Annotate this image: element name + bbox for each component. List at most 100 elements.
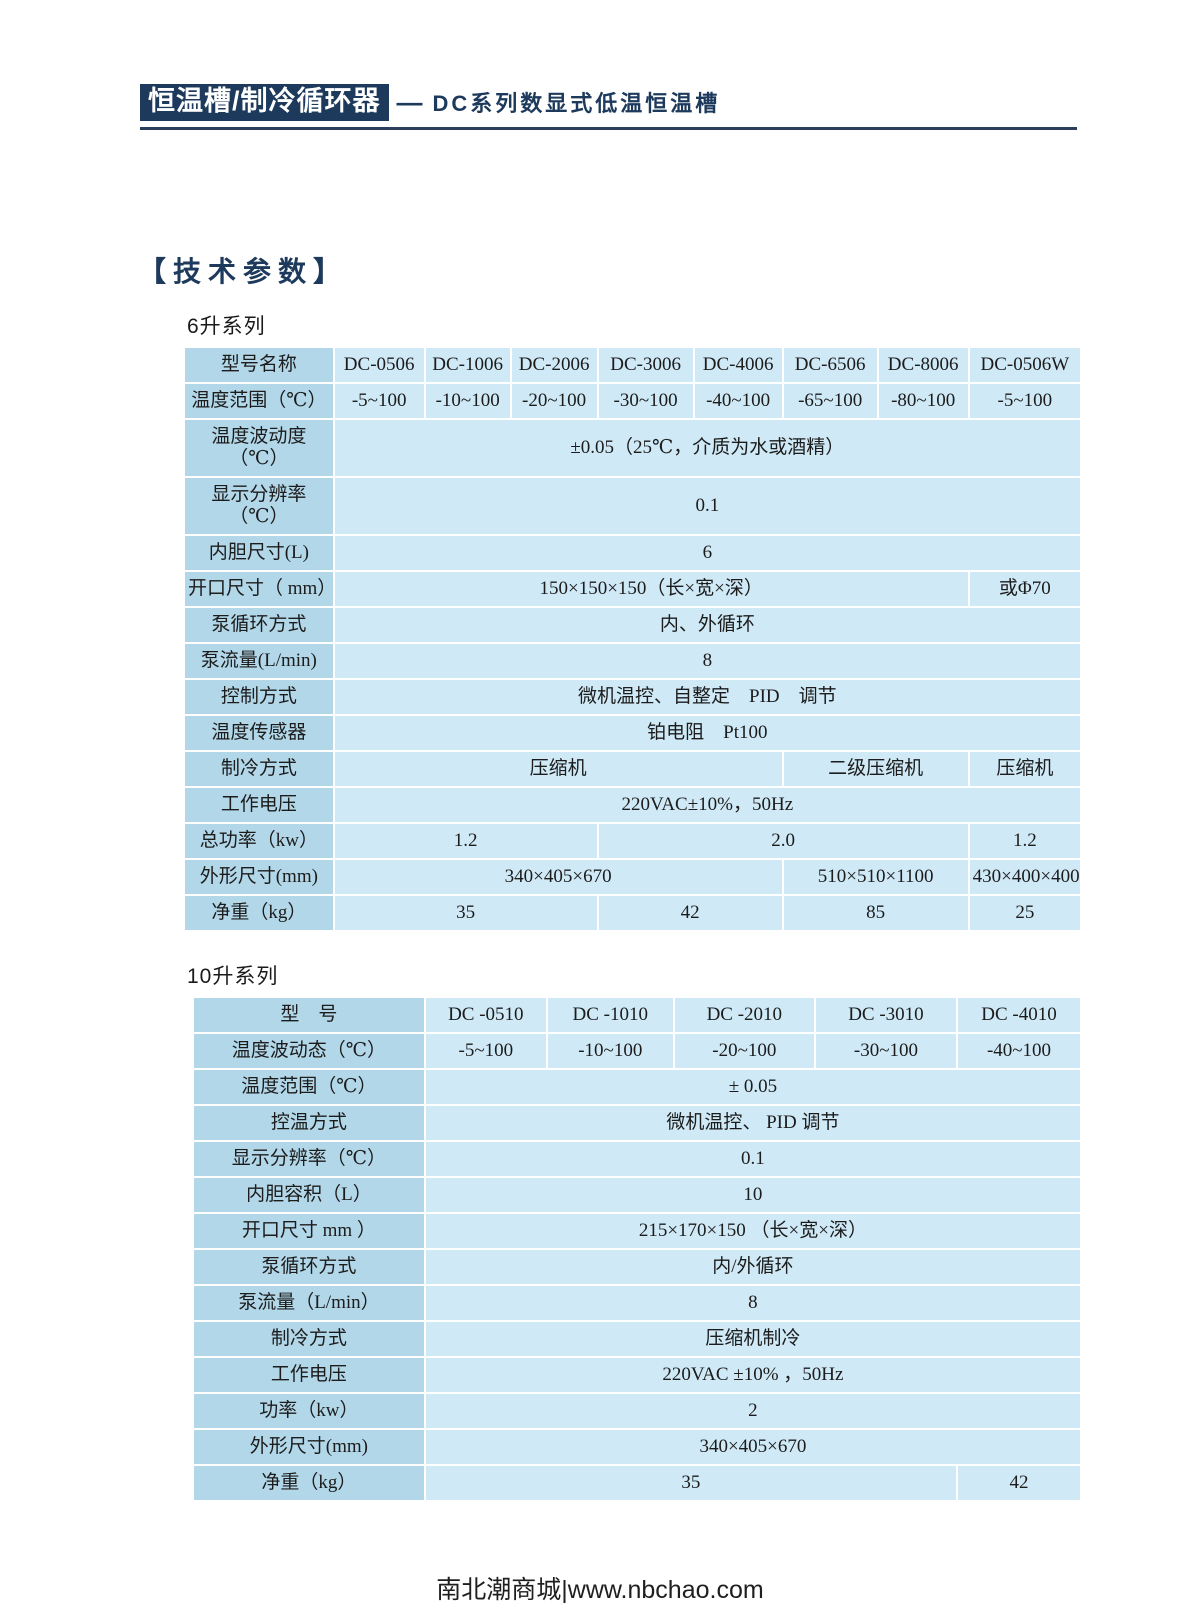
row-value-cell: -5~100 <box>969 384 1080 418</box>
table-row: 外形尺寸(mm) 340×405×670 510×510×1100 430×400×4… <box>185 860 1080 894</box>
row-value-cell: -10~100 <box>547 1034 673 1068</box>
header-rule <box>140 126 1077 130</box>
row-label-cell: 开口尺寸（ mm） <box>185 572 333 606</box>
row-value-cell: DC -4010 <box>957 998 1080 1032</box>
row-label-cell: 净重（kg） <box>185 896 333 930</box>
row-value-cell: 35 <box>334 896 597 930</box>
row-value-cell: 或Φ70 <box>969 572 1080 606</box>
table-row: 温度波动态（℃） -5~100 -10~100 -20~100 -30~100 -40~1… <box>194 1034 1080 1068</box>
row-label-cell: 总功率（kw） <box>185 824 333 858</box>
row-label-cell: 外形尺寸(mm) <box>185 860 333 894</box>
series10-label: 10升系列 <box>187 965 279 988</box>
row-value-cell: 6 <box>334 536 1080 570</box>
spec-table-10l: 型 号 DC -0510 DC -1010 DC -2010 DC -3010 DC -4… <box>192 996 1082 1502</box>
row-value-cell: 1.2 <box>334 824 597 858</box>
row-value-cell: 25 <box>969 896 1080 930</box>
row-value-cell: 10 <box>425 1178 1080 1212</box>
row-label-cell: 外形尺寸(mm) <box>194 1430 424 1464</box>
row-value-cell: DC -3010 <box>815 998 956 1032</box>
table-row: 泵循环方式 内、外循环 <box>185 608 1080 642</box>
row-label-cell: 温度波动度 （℃） <box>185 420 333 476</box>
row-value-cell: 220VAC ±10% ，50Hz <box>425 1358 1080 1392</box>
row-label-cell: 控温方式 <box>194 1106 424 1140</box>
table-row: 温度范围（℃） ± 0.05 <box>194 1070 1080 1104</box>
row-value-cell: 压缩机 <box>969 752 1080 786</box>
row-value-cell: -40~100 <box>957 1034 1080 1068</box>
row-label-cell: 开口尺寸 mm ） <box>194 1214 424 1248</box>
row-value-cell: ±0.05（25℃，介质为水或酒精） <box>334 420 1080 476</box>
table-row: 型 号 DC -0510 DC -1010 DC -2010 DC -3010 DC -4… <box>194 998 1080 1032</box>
row-label-cell: 型号名称 <box>185 348 333 382</box>
row-value-cell: 340×405×670 <box>334 860 782 894</box>
row-value-cell: 压缩机 <box>334 752 782 786</box>
row-label-cell: 温度范围（℃） <box>194 1070 424 1104</box>
row-value-cell: 42 <box>598 896 782 930</box>
row-label-cell: 工作电压 <box>194 1358 424 1392</box>
table-row: 显示分辨率（℃） 0.1 <box>194 1142 1080 1176</box>
table-row: 控制方式 微机温控、自整定 PID 调节 <box>185 680 1080 714</box>
table-row: 净重（kg） 35 42 <box>194 1466 1080 1500</box>
table-row: 泵流量（L/min） 8 <box>194 1286 1080 1320</box>
row-value-cell: -10~100 <box>425 384 510 418</box>
table-row: 型号名称 DC-0506 DC-1006 DC-2006 DC-3006 DC-4006 D… <box>185 348 1080 382</box>
table-row: 显示分辨率 （℃） 0.1 <box>185 478 1080 534</box>
series6-label: 6升系列 <box>187 315 266 338</box>
row-label-cell: 控制方式 <box>185 680 333 714</box>
page-footer: 南北潮商城|www.nbchao.com <box>0 1570 1200 1606</box>
row-label-cell: 显示分辨率 （℃） <box>185 478 333 534</box>
table-row: 功率（kw） 2 <box>194 1394 1080 1428</box>
row-value-cell: 150×150×150（长×宽×深） <box>334 572 968 606</box>
row-label-cell: 泵循环方式 <box>185 608 333 642</box>
row-value-cell: -5~100 <box>334 384 424 418</box>
row-value-cell: -40~100 <box>694 384 782 418</box>
table-row: 泵流量(L/min) 8 <box>185 644 1080 678</box>
table-row: 外形尺寸(mm) 340×405×670 <box>194 1430 1080 1464</box>
row-value-cell: DC-3006 <box>598 348 693 382</box>
table-row: 制冷方式 压缩机 二级压缩机 压缩机 <box>185 752 1080 786</box>
table-row: 温度传感器 铂电阻 Pt100 <box>185 716 1080 750</box>
row-value-cell: -5~100 <box>425 1034 546 1068</box>
row-value-cell: 215×170×150 （长×宽×深） <box>425 1214 1080 1248</box>
table-row: 开口尺寸（ mm） 150×150×150（长×宽×深） 或Φ70 <box>185 572 1080 606</box>
row-value-cell: 内、外循环 <box>334 608 1080 642</box>
row-value-cell: 0.1 <box>334 478 1080 534</box>
page-header: 恒温槽/制冷循环器 — DC系列数显式低温恒温槽 <box>140 84 1077 130</box>
row-label-cell: 温度波动态（℃） <box>194 1034 424 1068</box>
row-value-cell: 8 <box>425 1286 1080 1320</box>
row-value-cell: -30~100 <box>598 384 693 418</box>
row-label-cell: 工作电压 <box>185 788 333 822</box>
row-label-cell: 型 号 <box>194 998 424 1032</box>
series-subtitle: DC系列数显式低温恒温槽 <box>432 91 721 117</box>
row-value-cell: 340×405×670 <box>425 1430 1080 1464</box>
row-value-cell: DC -2010 <box>674 998 814 1032</box>
footer-site-text: 南北潮商城|www.nbchao.com <box>436 1576 764 1604</box>
row-value-cell: 铂电阻 Pt100 <box>334 716 1080 750</box>
row-value-cell: 微机温控、 PID 调节 <box>425 1106 1080 1140</box>
row-label-cell: 制冷方式 <box>185 752 333 786</box>
row-value-cell: DC-2006 <box>511 348 597 382</box>
row-label-cell: 显示分辨率（℃） <box>194 1142 424 1176</box>
row-value-cell: 压缩机制冷 <box>425 1322 1080 1356</box>
row-value-cell: DC-0506 <box>334 348 424 382</box>
row-value-cell: DC -1010 <box>547 998 673 1032</box>
table-row: 内胆容积（L） 10 <box>194 1178 1080 1212</box>
header-line: 恒温槽/制冷循环器 — DC系列数显式低温恒温槽 <box>140 84 1077 121</box>
row-label-cell: 制冷方式 <box>194 1322 424 1356</box>
row-value-cell: ± 0.05 <box>425 1070 1080 1104</box>
row-label-cell: 温度范围（℃） <box>185 384 333 418</box>
row-value-cell: DC-6506 <box>783 348 877 382</box>
row-value-cell: -65~100 <box>783 384 877 418</box>
table-row: 内胆尺寸(L) 6 <box>185 536 1080 570</box>
row-label-cell: 温度传感器 <box>185 716 333 750</box>
row-value-cell: 42 <box>957 1466 1080 1500</box>
row-value-cell: -30~100 <box>815 1034 956 1068</box>
row-value-cell: DC -0510 <box>425 998 546 1032</box>
row-value-cell: 微机温控、自整定 PID 调节 <box>334 680 1080 714</box>
section-title: 【技术参数】 <box>138 256 349 287</box>
row-label-cell: 泵流量（L/min） <box>194 1286 424 1320</box>
header-dash: — <box>396 86 423 117</box>
table-row: 工作电压 220VAC±10%，50Hz <box>185 788 1080 822</box>
row-value-cell: 0.1 <box>425 1142 1080 1176</box>
row-value-cell: DC-4006 <box>694 348 782 382</box>
